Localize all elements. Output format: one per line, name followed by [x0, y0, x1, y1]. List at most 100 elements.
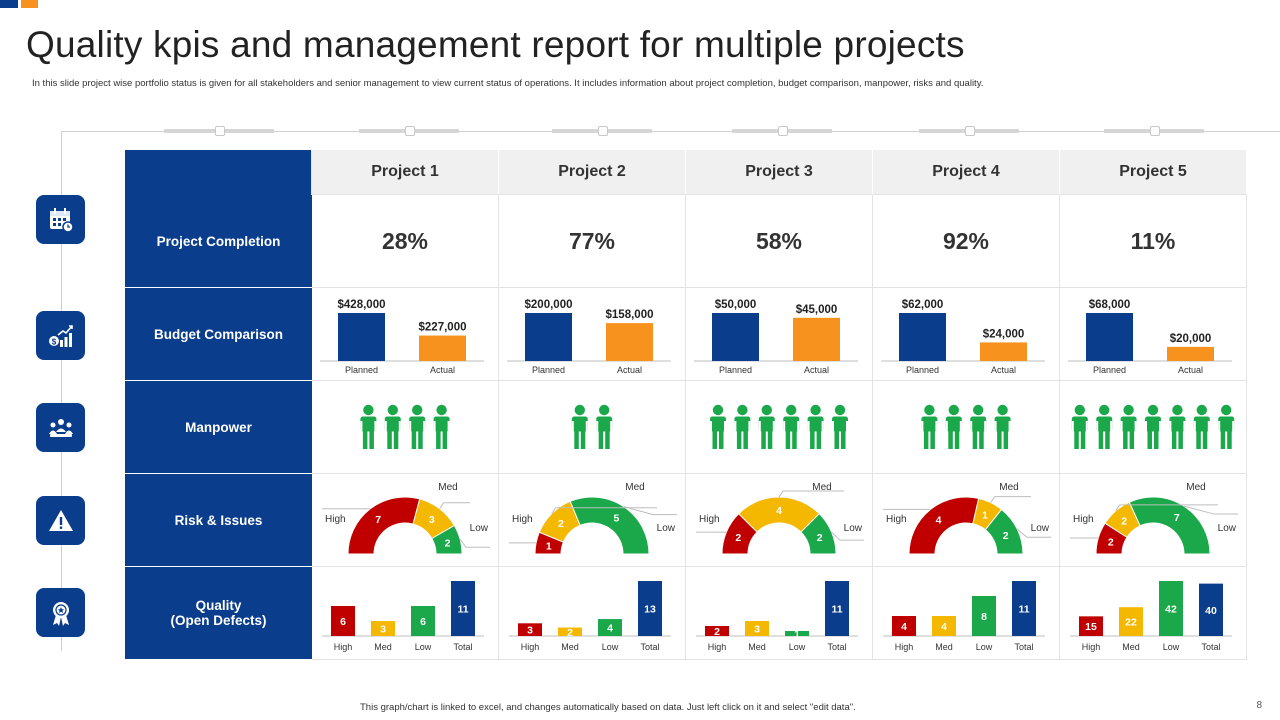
award-ribbon-icon: [36, 588, 85, 637]
budget-value-label: $158,000: [606, 309, 654, 321]
budget-bar: [899, 313, 946, 361]
budget-category-label: Planned: [719, 365, 752, 375]
person-icon: [1071, 404, 1088, 449]
budget-category-label: Planned: [906, 365, 939, 375]
footer-note: This graph/chart is linked to excel, and…: [360, 702, 856, 713]
completion-value: 77%: [499, 195, 686, 288]
quality-bar: [892, 616, 916, 636]
person-icon: [1218, 404, 1235, 449]
quality-value-label: 13: [644, 604, 656, 616]
quality-category-label: Med: [748, 642, 766, 652]
person-icon: [1145, 404, 1161, 449]
calendar-clock-icon: [36, 195, 85, 244]
timeline-line: [61, 131, 1280, 132]
timeline-node: [215, 126, 225, 136]
budget-chart-cell: $200,000 Planned $158,000 Actual: [499, 288, 686, 381]
risk-gauge-segment: [984, 508, 1024, 555]
quality-bar: [972, 596, 996, 636]
risk-category-label: Low: [1031, 523, 1050, 534]
budget-bar: [1086, 313, 1133, 361]
manpower-cell: [312, 381, 499, 474]
quality-bar: [1012, 581, 1036, 636]
corner-accent-blue: [0, 0, 18, 8]
budget-value-label: $50,000: [715, 299, 757, 311]
risk-gauge-segment: [1128, 496, 1211, 555]
quality-value-label: 1: [794, 629, 800, 641]
budget-bar: [606, 323, 653, 361]
risk-category-label: Med: [625, 482, 644, 493]
quality-bar: [1079, 616, 1103, 636]
quality-bar: [331, 606, 355, 636]
quality-chart-cell: 2 High 3 Med 1 Low 11 Total: [686, 567, 873, 660]
quality-value-label: 2: [567, 627, 573, 639]
row-label-project-completion: Project Completion: [125, 195, 312, 288]
timeline-node: [598, 126, 608, 136]
budget-value-label: $20,000: [1170, 333, 1212, 345]
person-icon: [571, 404, 588, 449]
timeline-node: [405, 126, 415, 136]
quality-category-label: High: [895, 642, 914, 652]
person-icon: [783, 404, 800, 449]
table-corner: [125, 150, 312, 195]
person-icon: [994, 404, 1011, 449]
quality-value-label: 3: [380, 624, 386, 636]
quality-value-label: 22: [1125, 617, 1137, 629]
risk-segment-value: 4: [936, 515, 942, 527]
project-header: Project 4: [873, 150, 1060, 195]
risk-segment-value: 7: [375, 514, 381, 526]
risk-leader-line: [459, 538, 490, 548]
risk-category-label: Med: [999, 482, 1018, 493]
quality-category-label: High: [1082, 642, 1101, 652]
risk-gauge-cell: 7 3 2 High Med Low: [312, 474, 499, 567]
person-icon: [807, 404, 824, 449]
quality-bar: [825, 581, 849, 636]
risk-category-label: Med: [812, 482, 831, 493]
budget-bar: [980, 342, 1027, 361]
person-icon: [710, 404, 726, 449]
manpower-cell: [686, 381, 873, 474]
quality-bar: [932, 616, 956, 636]
quality-bar: [785, 631, 809, 636]
page-title: Quality kpis and management report for m…: [26, 24, 965, 65]
timeline-node: [778, 126, 788, 136]
completion-value: 92%: [873, 195, 1060, 288]
budget-category-label: Actual: [804, 365, 829, 375]
manpower-cell: [873, 381, 1060, 474]
quality-category-label: Total: [453, 642, 472, 652]
timeline-node: [1150, 126, 1160, 136]
quality-category-label: Med: [1122, 642, 1140, 652]
budget-bar: [525, 313, 572, 361]
quality-category-label: Med: [561, 642, 579, 652]
quality-category-label: High: [334, 642, 353, 652]
quality-bar: [518, 623, 542, 636]
person-icon: [1120, 404, 1137, 449]
quality-chart-cell: 4 High 4 Med 8 Low 11 Total: [873, 567, 1060, 660]
quality-category-label: High: [708, 642, 727, 652]
risk-category-label: High: [1073, 514, 1094, 525]
risk-leader-line: [778, 490, 844, 498]
person-icon: [734, 404, 751, 449]
timeline-node: [965, 126, 975, 136]
risk-segment-value: 2: [817, 532, 823, 544]
risk-segment-value: 4: [776, 505, 782, 517]
completion-value: 28%: [312, 195, 499, 288]
risk-gauge-segment: [347, 496, 421, 555]
quality-category-label: Low: [976, 642, 993, 652]
risk-segment-value: 2: [1108, 537, 1114, 549]
quality-value-label: 4: [901, 621, 907, 633]
risk-gauge-cell: 2 4 2 High Med Low: [686, 474, 873, 567]
person-icon: [433, 404, 450, 449]
budget-chart-cell: $428,000 Planned $227,000 Actual: [312, 288, 499, 381]
risk-leader-line: [1183, 505, 1238, 515]
quality-bar: [598, 619, 622, 636]
risk-gauge-cell: 2 2 7 High Med Low: [1060, 474, 1247, 567]
risk-category-label: Low: [844, 523, 863, 534]
quality-bar: [451, 581, 475, 636]
row-label-quality: Quality (Open Defects): [125, 567, 312, 660]
quality-value-label: 4: [941, 621, 947, 633]
quality-category-label: Low: [1163, 642, 1180, 652]
quality-value-label: 42: [1165, 604, 1177, 616]
person-icon: [1169, 404, 1186, 449]
row-label-budget-comparison: Budget Comparison: [125, 288, 312, 381]
budget-category-label: Planned: [532, 365, 565, 375]
